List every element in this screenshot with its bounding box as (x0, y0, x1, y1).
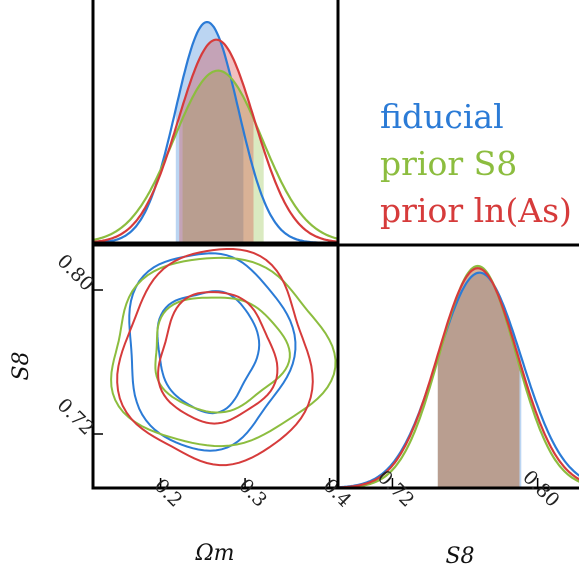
omega-m-curve-prior-s-8 (93, 69, 338, 242)
legend-item-prior-lnas: prior ln(As) (380, 191, 572, 230)
xlabel-s8: S8 (445, 544, 474, 569)
contour-95-fiducial (128, 252, 297, 452)
s8-interval-prior-s-8 (437, 266, 520, 488)
s8-ytick-label-0.80: 0.80 (53, 250, 98, 295)
omega-m-marginal-panel (91, 0, 340, 245)
contour-68-fiducial (156, 290, 261, 415)
s8-marginal-frame (336, 243, 579, 490)
s8-curve-fiducial (338, 271, 579, 488)
omega-m-interval-prior-s-8 (182, 70, 264, 243)
s8-interval-fiducial (437, 272, 522, 488)
contour-95-prior-ln-a-s (116, 248, 314, 467)
s8-interval-prior-ln-a-s (437, 268, 520, 488)
s8-ytick-label-0.72: 0.72 (53, 394, 98, 439)
omega-m-marginal-frame (91, 0, 340, 245)
s8-marginal-panel: 0.72 0.80 (336, 243, 579, 512)
contour-95-prior-s-8 (110, 256, 337, 448)
legend-item-fiducial: fiducial (380, 97, 504, 136)
legend: fiducial prior S8 prior ln(As) (380, 97, 572, 230)
contour-68-prior-s-8 (154, 296, 291, 414)
s8-curve-prior-ln-a-s (338, 267, 579, 488)
legend-item-prior-s8: prior S8 (380, 144, 517, 183)
axis-labels: Ωm S8 S8 (9, 351, 475, 569)
omega-s8-contour-panel: 0.2 0.3 0.4 0.720.80 (53, 243, 356, 512)
omega-m-curve-fiducial (93, 21, 338, 243)
ylabel-s8: S8 (9, 351, 34, 380)
xlabel-omega-m: Ωm (194, 541, 234, 566)
omega-xtick-label-0.3: 0.3 (234, 475, 271, 512)
omega-m-curve-prior-ln-a-s (93, 38, 338, 243)
omega-s8-contour-frame (91, 243, 340, 490)
omega-xtick-label-0.2: 0.2 (150, 475, 187, 512)
contour-68-prior-ln-a-s (157, 291, 279, 425)
